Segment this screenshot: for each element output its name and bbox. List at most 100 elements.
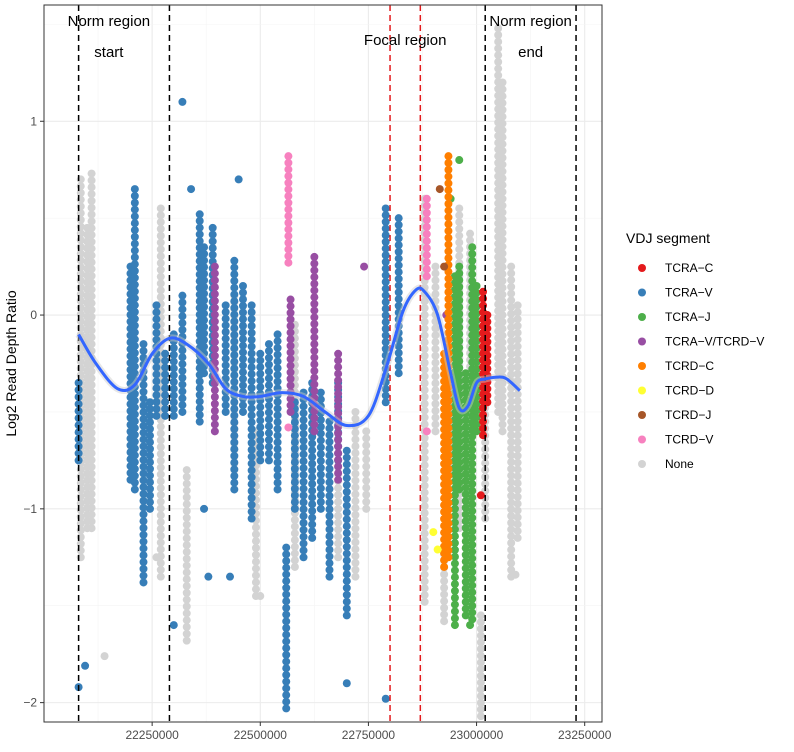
data-point: [325, 511, 334, 520]
data-point: [498, 160, 507, 169]
data-point: [461, 443, 470, 452]
data-point: [200, 263, 209, 272]
data-point: [204, 572, 213, 581]
data-point: [444, 396, 453, 405]
data-point: [247, 308, 256, 317]
x-axis: 22250000 22500000 22750000 23000000 23250000: [125, 722, 612, 742]
data-point: [476, 712, 485, 721]
data-point: [230, 478, 239, 487]
data-point: [513, 410, 522, 419]
data-point: [169, 405, 178, 414]
data-point: [273, 377, 282, 386]
data-point: [461, 550, 470, 559]
data-point: [273, 438, 282, 447]
data-point: [310, 279, 319, 288]
data-point: [444, 192, 453, 201]
data-point: [422, 427, 431, 436]
data-point: [507, 559, 516, 568]
data-point: [139, 483, 148, 492]
data-point: [139, 510, 148, 519]
data-point: [230, 317, 239, 326]
data-point: [139, 449, 148, 458]
data-point: [178, 373, 187, 382]
data-point: [130, 253, 139, 262]
data-point: [251, 523, 260, 532]
data-point: [513, 492, 522, 501]
legend-swatch: [638, 313, 646, 321]
data-point: [360, 262, 369, 271]
data-point: [422, 208, 431, 217]
data-point: [200, 243, 209, 252]
data-point: [450, 621, 459, 630]
data-point: [310, 340, 319, 349]
data-point: [334, 532, 343, 541]
data-point: [316, 450, 325, 459]
data-point: [444, 281, 453, 290]
data-point: [494, 37, 503, 46]
data-point: [450, 552, 459, 561]
data-point: [200, 296, 209, 305]
data-point: [440, 583, 449, 592]
data-point: [247, 500, 256, 509]
data-point: [284, 152, 293, 161]
data-point: [444, 335, 453, 344]
data-point: [455, 485, 464, 494]
data-point: [468, 520, 477, 529]
data-point: [290, 444, 299, 453]
data-point: [476, 671, 485, 680]
data-point: [182, 547, 191, 556]
data-point: [290, 478, 299, 487]
data-point: [513, 424, 522, 433]
data-point: [472, 295, 481, 304]
data-point: [286, 308, 295, 317]
data-point: [238, 388, 247, 397]
data-point: [87, 496, 96, 505]
data-point: [273, 471, 282, 480]
data-point: [498, 338, 507, 347]
data-point: [256, 456, 265, 465]
data-point: [513, 513, 522, 522]
data-point: [472, 344, 481, 353]
data-point: [299, 470, 308, 479]
data-point: [468, 270, 477, 279]
data-point: [87, 510, 96, 519]
data-point: [182, 527, 191, 536]
data-point: [273, 445, 282, 454]
data-point: [182, 575, 191, 584]
data-point: [431, 276, 440, 285]
data-point: [156, 429, 165, 438]
data-point: [507, 471, 516, 480]
data-point: [169, 357, 178, 366]
data-point: [247, 507, 256, 516]
data-point: [247, 480, 256, 489]
data-point: [420, 474, 429, 483]
data-point: [130, 355, 139, 364]
region-annotation: Focal region: [364, 32, 447, 49]
data-point: [444, 444, 453, 453]
data-point: [351, 531, 360, 540]
data-point: [290, 515, 299, 524]
data-point: [468, 574, 477, 583]
data-point: [152, 356, 161, 365]
data-point: [472, 371, 481, 380]
data-point: [351, 442, 360, 451]
data-point: [381, 344, 390, 353]
data-point: [334, 396, 343, 405]
data-point: [152, 308, 161, 317]
data-point: [351, 565, 360, 574]
data-point: [100, 652, 109, 661]
data-point: [310, 353, 319, 362]
data-point: [481, 507, 490, 516]
data-point: [87, 251, 96, 260]
data-point: [422, 194, 431, 203]
data-point: [161, 356, 170, 365]
data-point: [513, 328, 522, 337]
data-point: [494, 44, 503, 53]
data-point: [156, 259, 165, 268]
data-point: [334, 389, 343, 398]
data-point: [381, 311, 390, 320]
data-point: [308, 500, 317, 509]
data-point: [182, 493, 191, 502]
data-point: [420, 515, 429, 524]
data-point: [351, 510, 360, 519]
